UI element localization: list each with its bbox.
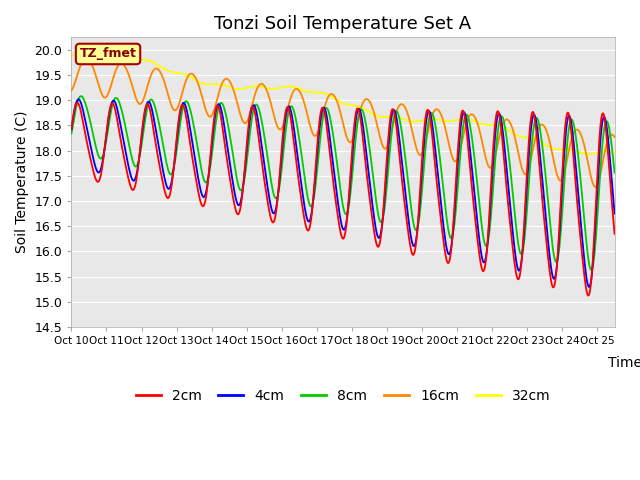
2cm — [584, 293, 592, 299]
Line: 32cm: 32cm — [72, 54, 614, 154]
32cm — [611, 149, 618, 155]
8cm — [321, 108, 328, 114]
32cm — [585, 151, 593, 157]
16cm — [611, 134, 618, 140]
4cm — [70, 112, 77, 118]
8cm — [471, 159, 479, 165]
2cm — [300, 214, 308, 219]
Y-axis label: Soil Temperature (C): Soil Temperature (C) — [15, 111, 29, 253]
2cm — [471, 214, 479, 220]
8cm — [300, 169, 308, 175]
16cm — [458, 140, 466, 145]
4cm — [471, 196, 479, 202]
32cm — [458, 116, 466, 122]
32cm — [70, 52, 77, 58]
32cm — [471, 119, 479, 124]
X-axis label: Time: Time — [609, 356, 640, 370]
4cm — [585, 284, 593, 290]
8cm — [70, 118, 77, 124]
32cm — [321, 90, 328, 96]
4cm — [458, 116, 466, 121]
2cm — [70, 110, 77, 116]
Title: Tonzi Soil Temperature Set A: Tonzi Soil Temperature Set A — [214, 15, 472, 33]
4cm — [611, 211, 618, 216]
Line: 8cm: 8cm — [72, 96, 614, 270]
16cm — [321, 105, 328, 111]
16cm — [592, 184, 600, 190]
8cm — [145, 101, 152, 107]
4cm — [68, 127, 76, 132]
16cm — [68, 87, 76, 93]
8cm — [611, 170, 618, 176]
32cm — [68, 52, 76, 58]
Text: TZ_fmet: TZ_fmet — [79, 48, 136, 60]
8cm — [458, 135, 466, 141]
8cm — [77, 93, 85, 99]
2cm — [321, 109, 328, 115]
2cm — [145, 102, 152, 108]
2cm — [611, 231, 618, 237]
4cm — [75, 96, 83, 102]
8cm — [68, 131, 76, 136]
16cm — [471, 114, 479, 120]
32cm — [300, 88, 308, 94]
16cm — [82, 56, 90, 61]
16cm — [300, 99, 308, 105]
4cm — [145, 99, 152, 105]
4cm — [300, 200, 308, 205]
Legend: 2cm, 4cm, 8cm, 16cm, 32cm: 2cm, 4cm, 8cm, 16cm, 32cm — [130, 383, 556, 408]
16cm — [145, 81, 152, 86]
32cm — [145, 58, 152, 63]
2cm — [458, 109, 466, 115]
Line: 4cm: 4cm — [72, 99, 614, 287]
Line: 2cm: 2cm — [72, 103, 614, 296]
Line: 16cm: 16cm — [72, 59, 614, 187]
2cm — [68, 126, 76, 132]
4cm — [321, 105, 328, 111]
2cm — [74, 100, 81, 106]
8cm — [588, 267, 595, 273]
32cm — [77, 51, 85, 57]
16cm — [70, 84, 77, 89]
